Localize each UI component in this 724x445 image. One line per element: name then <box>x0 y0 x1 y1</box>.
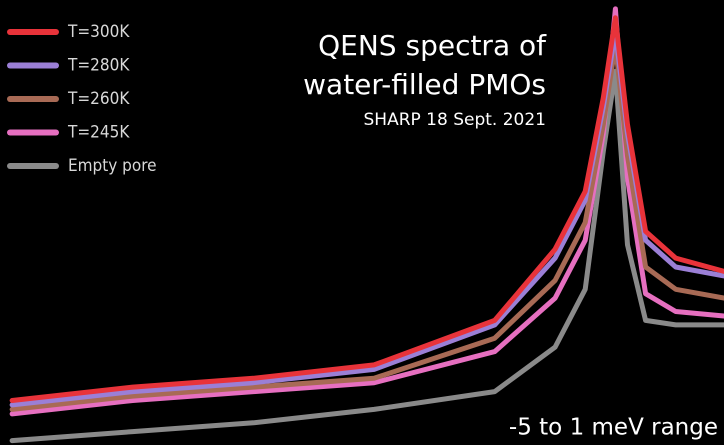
series-line <box>9 42 724 412</box>
legend-label: T=300K <box>67 22 130 42</box>
chart-subtitle: SHARP 18 Sept. 2021 <box>364 110 546 130</box>
legend-label: T=280K <box>67 56 130 76</box>
legend-label: Empty pore <box>68 156 157 176</box>
series-line <box>9 15 724 403</box>
chart-title-line: QENS spectra of <box>318 29 547 62</box>
legend-label: T=260K <box>67 89 130 109</box>
annotation: -5 to 1 meV range <box>509 415 718 441</box>
series-line <box>9 6 724 417</box>
series-line <box>9 68 724 444</box>
chart-title-line: water-filled PMOs <box>303 68 546 101</box>
legend-label: T=245K <box>67 123 130 143</box>
series-line <box>9 28 724 408</box>
